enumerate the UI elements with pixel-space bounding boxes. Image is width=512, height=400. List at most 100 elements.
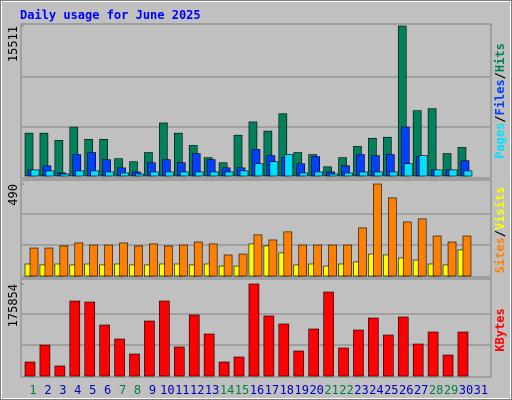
x-tick-label: 29 [444, 383, 458, 397]
bar [54, 365, 66, 377]
bar [463, 170, 473, 177]
bar [263, 315, 275, 377]
bar [299, 172, 309, 177]
bar [209, 171, 219, 177]
x-tick-label: 1 [29, 383, 36, 397]
bar [254, 163, 264, 177]
legend-separator: / [493, 115, 507, 122]
bar [359, 171, 368, 177]
bar [447, 241, 457, 277]
bar [74, 242, 84, 277]
bar [180, 171, 189, 177]
bar [328, 244, 337, 277]
bar [343, 244, 352, 277]
x-tick-label: 4 [74, 383, 81, 397]
bar [114, 338, 125, 377]
bar [129, 353, 140, 377]
bar [90, 170, 100, 177]
bar [135, 173, 144, 177]
bar [159, 300, 170, 377]
x-tick-label: 15 [235, 383, 249, 397]
bar [412, 343, 424, 377]
bar [208, 243, 218, 277]
bar [179, 244, 188, 277]
bar [144, 320, 155, 377]
bar [75, 170, 85, 177]
bar [427, 108, 437, 177]
bar [457, 331, 469, 377]
bar [448, 169, 458, 177]
bar [368, 317, 379, 377]
bar [89, 244, 99, 277]
bar [323, 291, 334, 377]
bar [188, 314, 200, 377]
bar [314, 171, 323, 177]
bar [397, 316, 409, 377]
bar [248, 283, 260, 377]
legend-separator: / [493, 72, 507, 79]
x-tick-label: 19 [295, 383, 309, 397]
bar [374, 171, 383, 177]
legend-entry: Hits [493, 43, 507, 72]
x-tick-label: 31 [474, 383, 488, 397]
bar [283, 231, 293, 277]
chart-title: Daily usage for June 2025 [20, 8, 201, 22]
bar [45, 170, 55, 177]
bar [149, 243, 158, 277]
bar [54, 139, 64, 177]
bar [224, 171, 234, 177]
x-tick-label: 5 [89, 383, 96, 397]
x-tick-label: 20 [309, 383, 323, 397]
bar [298, 244, 308, 277]
legend: KBytes [493, 308, 507, 351]
x-tick-label: 18 [280, 383, 294, 397]
bar [164, 245, 173, 277]
x-tick-label: 6 [104, 383, 111, 397]
bar [24, 361, 36, 377]
x-tick-label: 16 [250, 383, 264, 397]
x-tick-label: 26 [399, 383, 413, 397]
x-tick-label: 3 [59, 383, 66, 397]
bar [194, 171, 204, 177]
bar [383, 334, 394, 377]
x-tick-label: 2 [44, 383, 51, 397]
bar [358, 227, 367, 277]
x-tick-label: 25 [384, 383, 398, 397]
bar [165, 171, 174, 177]
x-tick-label: 12 [190, 383, 204, 397]
bar [427, 331, 439, 377]
bar [313, 244, 322, 277]
bar [417, 218, 427, 277]
x-tick-label: 27 [414, 383, 428, 397]
x-tick-label: 9 [149, 383, 156, 397]
bar [44, 247, 54, 277]
legend-entry: Pages [493, 123, 507, 159]
legend-entry: Files [493, 79, 507, 115]
x-tick-label: 7 [119, 383, 126, 397]
y-tick-label: 175854 [6, 284, 20, 327]
bar [59, 245, 69, 277]
bar [99, 324, 110, 377]
bar [104, 244, 113, 277]
bar [253, 234, 263, 277]
bar [329, 173, 338, 177]
bar [308, 328, 319, 377]
bar [284, 154, 294, 177]
x-tick-label: 14 [220, 383, 234, 397]
x-tick-label: 17 [265, 383, 279, 397]
legend-entry: Sites [493, 237, 507, 273]
bar [433, 169, 443, 177]
bar [338, 347, 349, 377]
bar [238, 253, 248, 277]
bar [218, 361, 230, 377]
bar [269, 161, 279, 177]
bar [418, 155, 428, 177]
legend: Sites/Visits [493, 187, 507, 274]
x-tick-label: 22 [339, 383, 353, 397]
bar [388, 197, 397, 277]
x-tick-label: 8 [134, 383, 141, 397]
bar [402, 221, 412, 277]
bar [442, 354, 454, 377]
bar [119, 242, 128, 277]
